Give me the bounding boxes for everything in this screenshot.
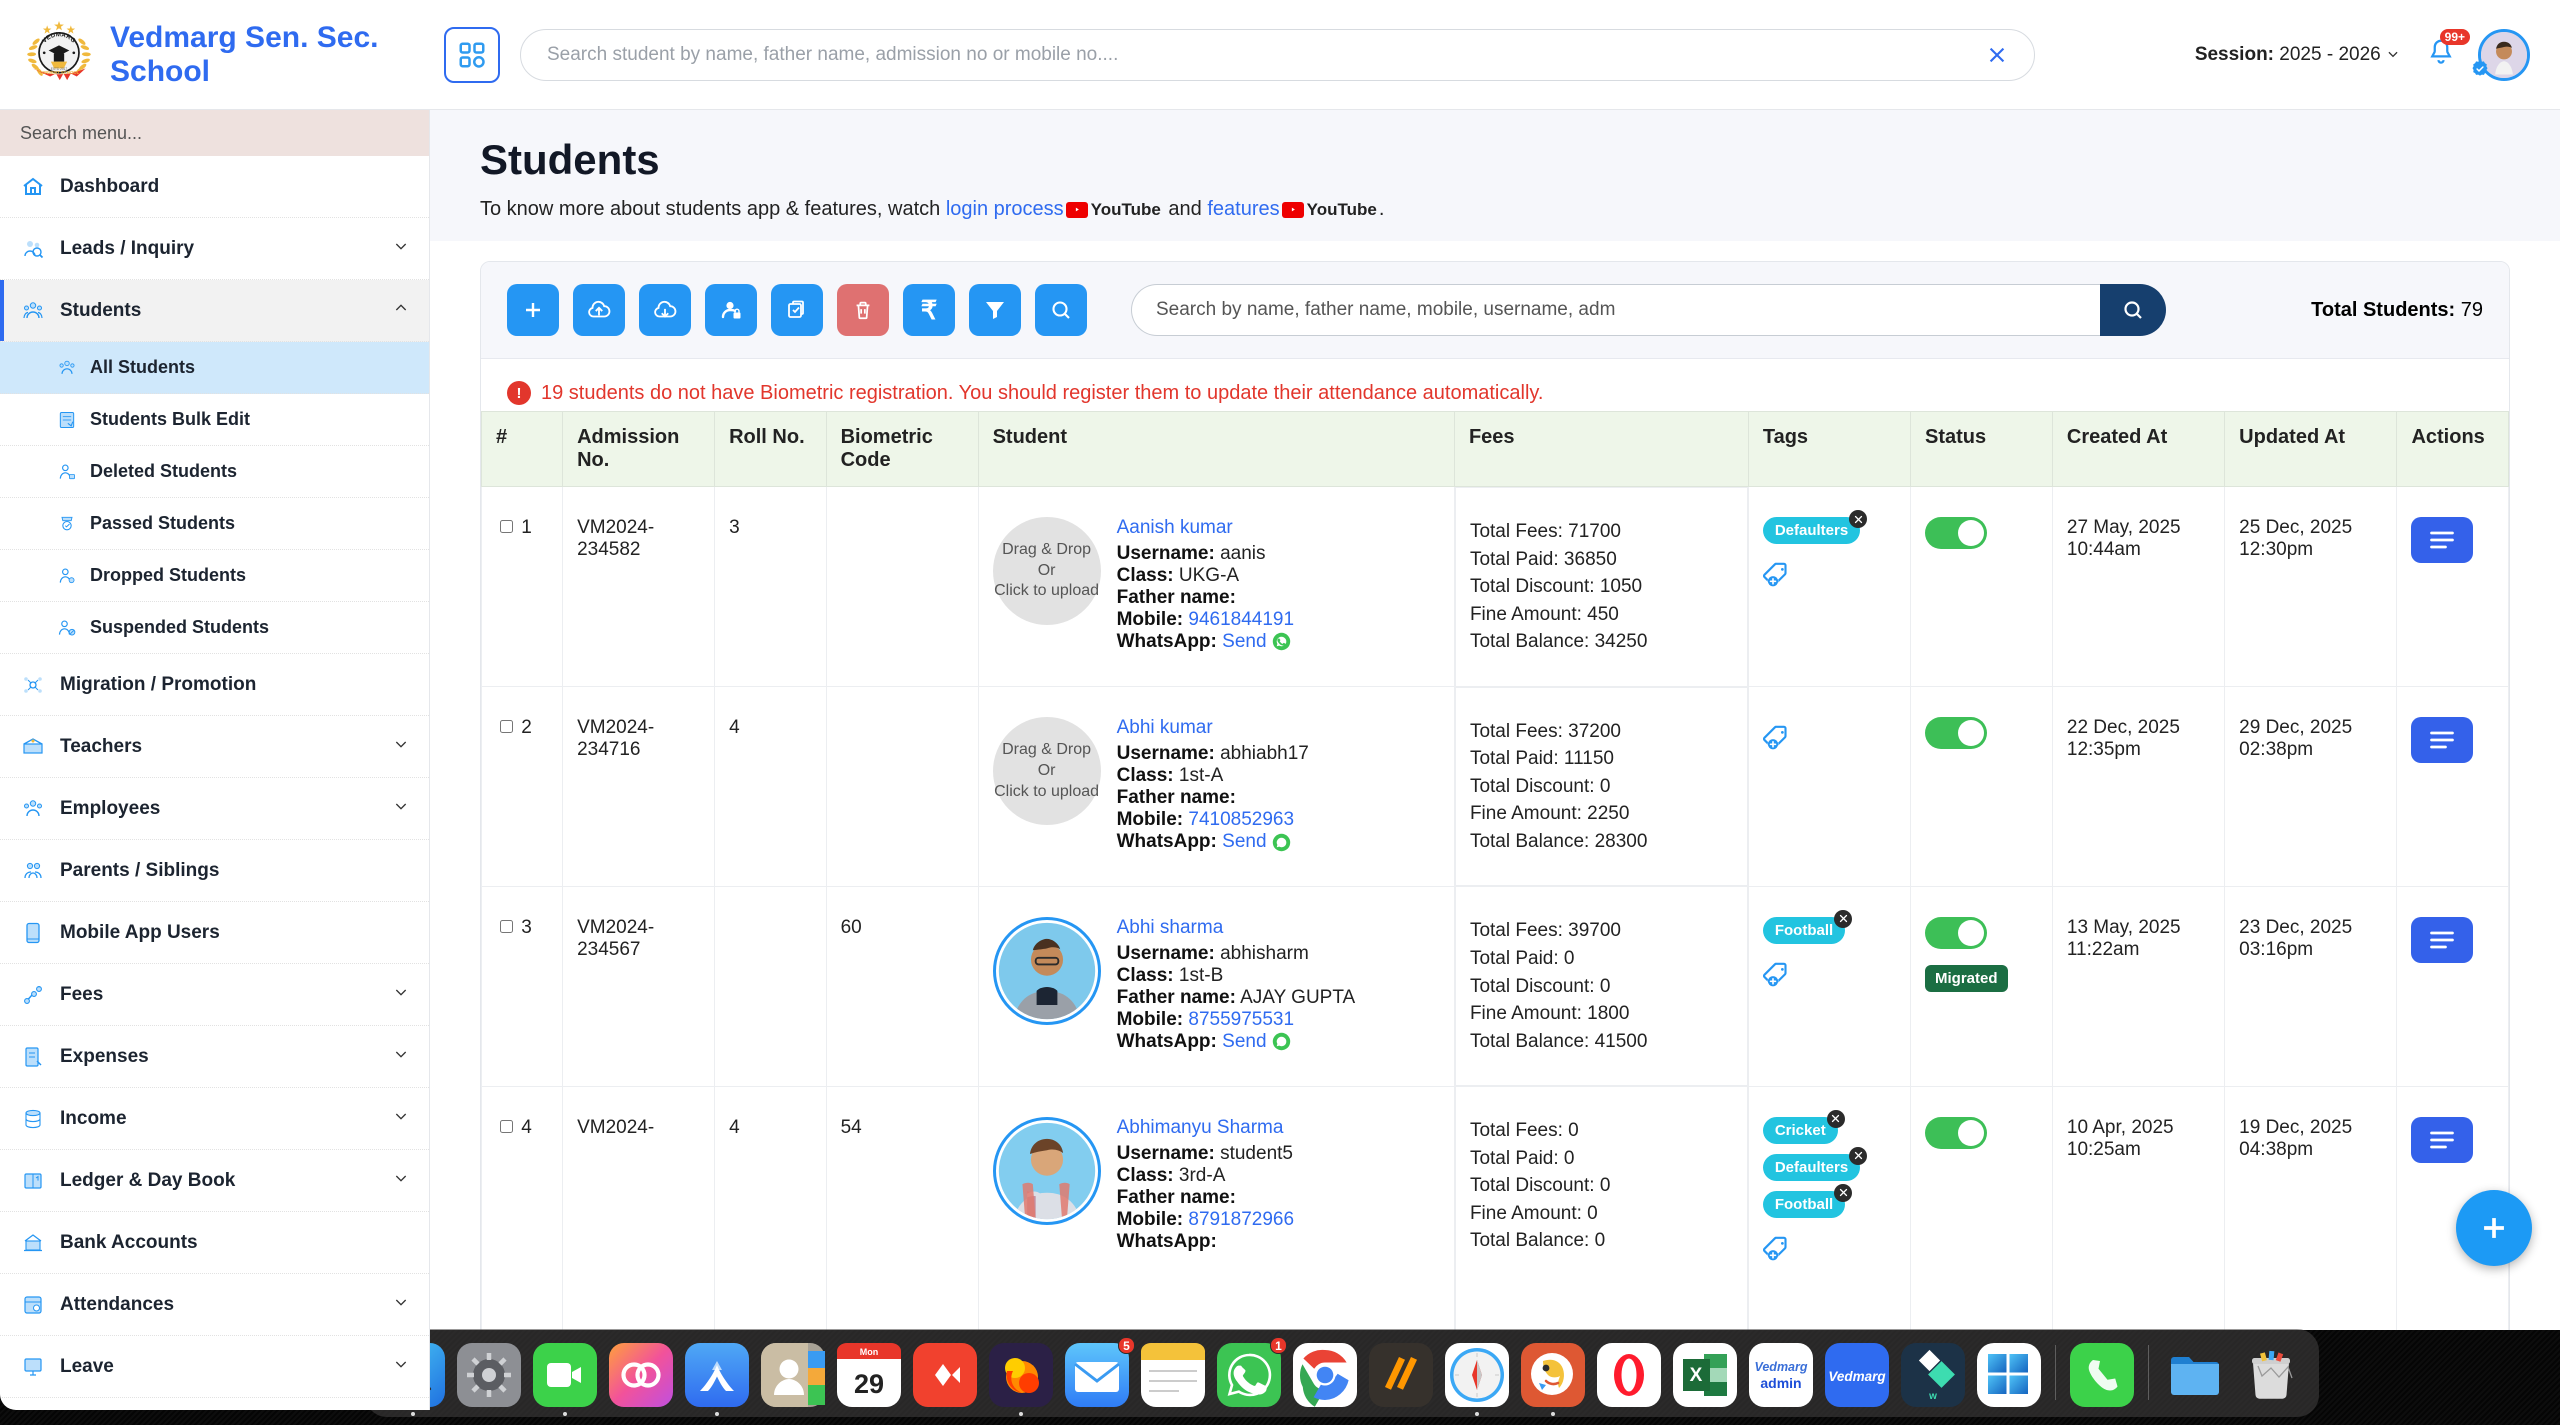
svg-text:Vedmarg: Vedmarg [1754, 1360, 1807, 1374]
svg-text:Vedmarg: Vedmarg [1828, 1369, 1886, 1384]
svg-text:admin: admin [1760, 1375, 1801, 1391]
svg-text:X: X [1690, 1365, 1703, 1386]
svg-text:w: w [1928, 1391, 1937, 1402]
svg-text:Mon: Mon [860, 1347, 879, 1357]
svg-text:CONVENT SCHOOL: CONVENT SCHOOL [39, 70, 80, 75]
svg-text:29: 29 [854, 1369, 884, 1399]
